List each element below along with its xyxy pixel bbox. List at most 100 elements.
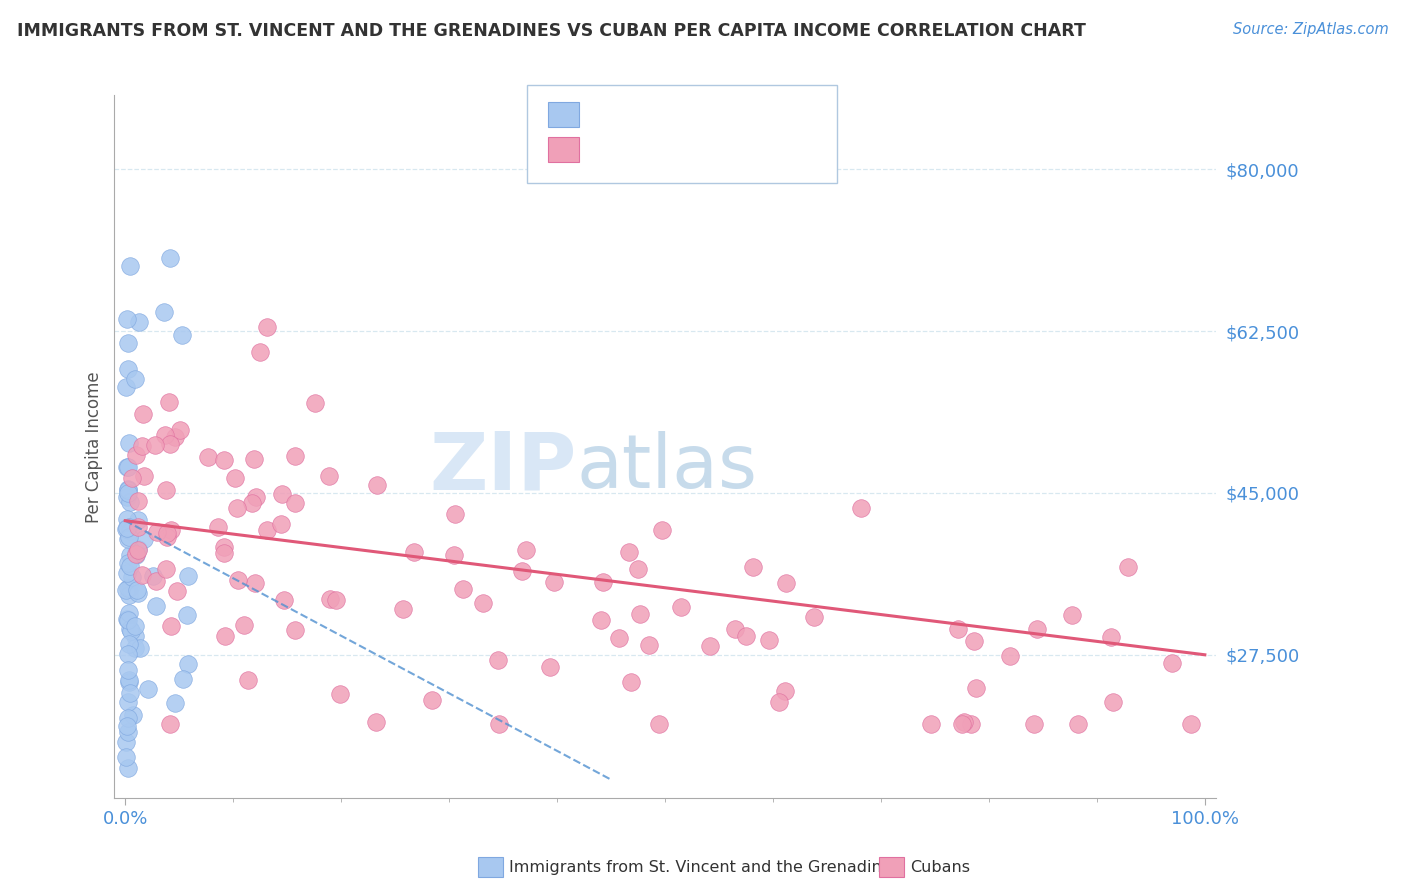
Point bbox=[117, 719, 139, 733]
Point bbox=[284, 624, 307, 638]
Point bbox=[117, 647, 139, 661]
Point bbox=[155, 562, 177, 576]
Point bbox=[245, 490, 267, 504]
Point bbox=[118, 606, 141, 620]
Point bbox=[125, 448, 148, 462]
Point bbox=[803, 610, 825, 624]
Point bbox=[172, 327, 194, 342]
Point bbox=[543, 574, 565, 589]
Text: Cubans: Cubans bbox=[910, 860, 970, 874]
Point bbox=[153, 305, 176, 319]
Point bbox=[121, 708, 143, 723]
Point bbox=[132, 407, 155, 421]
Point bbox=[249, 345, 271, 359]
Point bbox=[153, 428, 176, 442]
Text: N =: N = bbox=[706, 140, 766, 158]
Point bbox=[443, 548, 465, 562]
Point bbox=[270, 517, 292, 532]
Point bbox=[120, 581, 142, 595]
Text: R =: R = bbox=[591, 140, 630, 158]
Point bbox=[115, 734, 138, 748]
Point bbox=[242, 452, 264, 467]
Point bbox=[212, 546, 235, 560]
Point bbox=[124, 372, 146, 386]
Point bbox=[273, 593, 295, 607]
Point bbox=[959, 717, 981, 731]
Point bbox=[155, 483, 177, 498]
Point bbox=[392, 602, 415, 616]
Point bbox=[117, 556, 139, 570]
Point bbox=[127, 586, 149, 600]
Point bbox=[952, 714, 974, 729]
Text: Immigrants from St. Vincent and the Grenadines: Immigrants from St. Vincent and the Gren… bbox=[509, 860, 900, 874]
Point bbox=[125, 547, 148, 561]
Point bbox=[224, 471, 246, 485]
Point bbox=[724, 622, 747, 636]
Point bbox=[132, 532, 155, 546]
Text: IMMIGRANTS FROM ST. VINCENT AND THE GRENADINES VS CUBAN PER CAPITA INCOME CORREL: IMMIGRANTS FROM ST. VINCENT AND THE GREN… bbox=[17, 22, 1085, 40]
Point bbox=[117, 486, 139, 500]
Point bbox=[1102, 695, 1125, 709]
Point bbox=[127, 493, 149, 508]
Point bbox=[117, 482, 139, 496]
Point bbox=[125, 545, 148, 559]
Point bbox=[118, 673, 141, 687]
Y-axis label: Per Capita Income: Per Capita Income bbox=[86, 371, 103, 523]
Point bbox=[540, 659, 562, 673]
Point bbox=[160, 524, 183, 538]
Point bbox=[515, 543, 537, 558]
Point bbox=[120, 686, 142, 700]
Point bbox=[214, 629, 236, 643]
Point bbox=[155, 530, 177, 544]
Point bbox=[1161, 657, 1184, 671]
Text: -0.340: -0.340 bbox=[630, 140, 690, 158]
Point bbox=[124, 629, 146, 643]
Point bbox=[115, 512, 138, 526]
Point bbox=[950, 717, 973, 731]
Point bbox=[125, 548, 148, 562]
Point bbox=[118, 524, 141, 539]
Text: Source: ZipAtlas.com: Source: ZipAtlas.com bbox=[1233, 22, 1389, 37]
Point bbox=[963, 633, 986, 648]
Point bbox=[768, 696, 790, 710]
Point bbox=[118, 494, 141, 508]
Point bbox=[159, 717, 181, 731]
Point bbox=[620, 675, 643, 690]
Point bbox=[136, 681, 159, 696]
Point bbox=[626, 562, 648, 576]
Point bbox=[592, 575, 614, 590]
Point bbox=[115, 490, 138, 504]
Point bbox=[328, 687, 350, 701]
Point bbox=[669, 600, 692, 615]
Text: ZIP: ZIP bbox=[430, 429, 576, 507]
Point bbox=[775, 576, 797, 591]
Text: atlas: atlas bbox=[576, 432, 758, 504]
Text: N =: N = bbox=[706, 103, 766, 120]
Point bbox=[212, 453, 235, 467]
Point bbox=[226, 574, 249, 588]
Point bbox=[486, 653, 509, 667]
Point bbox=[283, 496, 305, 510]
Point bbox=[1099, 630, 1122, 644]
Point bbox=[120, 624, 142, 638]
Point bbox=[127, 513, 149, 527]
Point bbox=[120, 622, 142, 636]
Point bbox=[115, 612, 138, 626]
Point bbox=[176, 607, 198, 622]
Point bbox=[1118, 560, 1140, 574]
Point bbox=[197, 450, 219, 464]
Point bbox=[325, 593, 347, 607]
Point bbox=[471, 596, 494, 610]
Point bbox=[117, 725, 139, 739]
Text: 108: 108 bbox=[754, 140, 783, 158]
Point bbox=[115, 521, 138, 535]
Point bbox=[146, 524, 169, 539]
Point bbox=[117, 483, 139, 497]
Point bbox=[115, 380, 138, 394]
Point bbox=[236, 673, 259, 687]
Point bbox=[127, 541, 149, 556]
Point bbox=[589, 613, 612, 627]
Point bbox=[115, 749, 138, 764]
Point bbox=[159, 436, 181, 450]
Point bbox=[157, 395, 180, 409]
